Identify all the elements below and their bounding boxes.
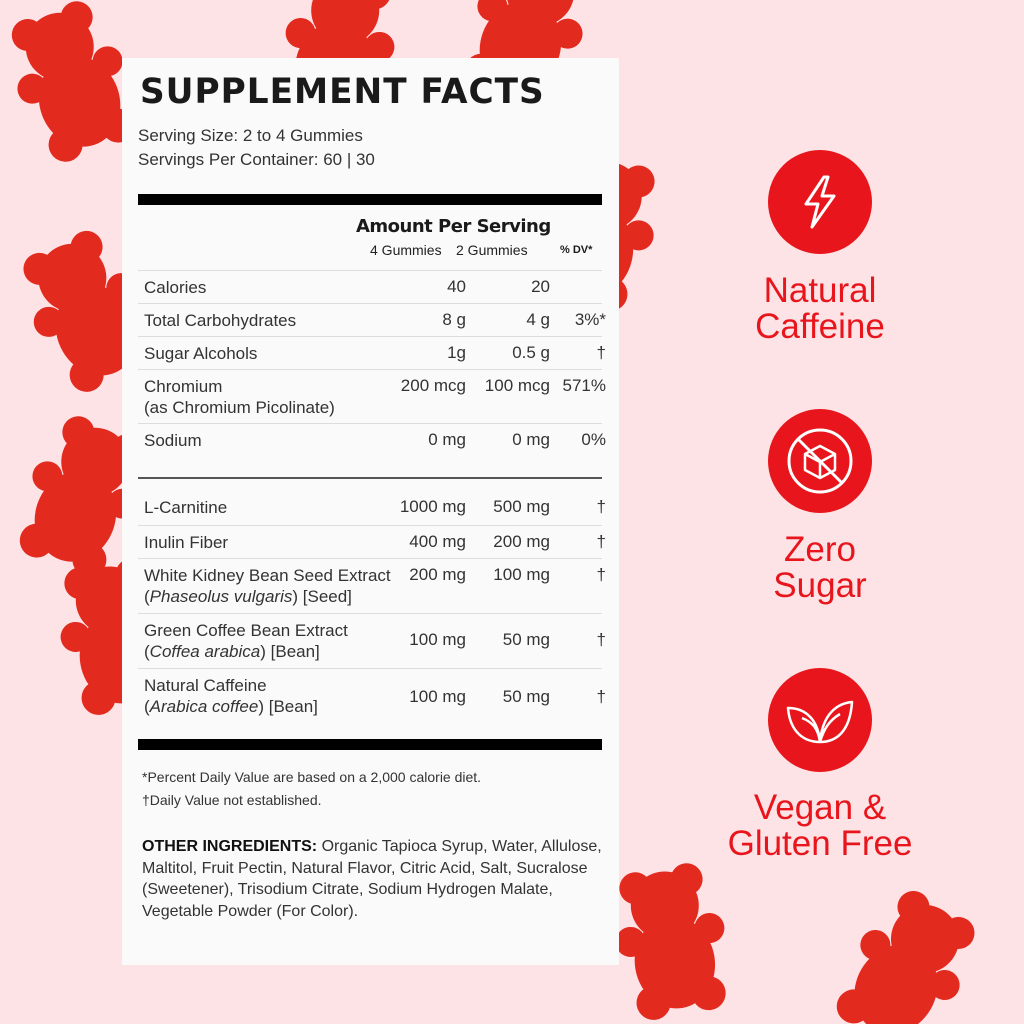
divider-thick <box>138 739 602 750</box>
amount-per-serving-heading: Amount Per Serving <box>356 216 551 237</box>
row-label: Calories <box>144 278 207 297</box>
row-label: Sodium <box>144 431 202 450</box>
col-4-gummies: 4 Gummies <box>370 242 442 258</box>
other-ingredients: OTHER INGREDIENTS: Organic Tapioca Syrup… <box>142 836 602 922</box>
row-name: White Kidney Bean Seed Extract <box>144 566 391 585</box>
row-4g: 8 g <box>442 310 466 329</box>
serving-size: Serving Size: 2 to 4 Gummies <box>138 126 363 145</box>
row-part: ) [Bean] <box>258 697 318 716</box>
no-sugar-cube-icon <box>787 428 853 494</box>
other-ingredients-text: Organic Tapioca Syrup, Water, Allulose, … <box>142 838 602 920</box>
table-row: Green Coffee Bean Extract (Coffea arabica… <box>138 613 606 668</box>
row-label: White Kidney Bean Seed Extract (Phaseolus… <box>144 566 391 606</box>
row-dv: † <box>596 687 606 706</box>
row-2g: 50 mg <box>502 630 550 649</box>
lightning-icon <box>804 175 836 229</box>
table-row: Sodium 0 mg 0 mg 0% <box>138 423 606 477</box>
badge-line: Gluten Free <box>727 824 913 863</box>
natural-caffeine-label: Natural Caffeine <box>700 273 940 345</box>
row-dv: † <box>596 497 606 516</box>
row-label: Natural Caffeine (Arabica coffee) [Bean] <box>144 676 318 716</box>
row-2g: 0.5 g <box>512 343 550 362</box>
footnote-dagger: †Daily Value not established. <box>142 792 322 808</box>
leaf-icon <box>786 700 854 744</box>
row-4g: 40 <box>447 277 466 296</box>
row-dv: 0% <box>581 430 606 449</box>
supplement-facts-panel: SUPPLEMENT FACTS Serving Size: 2 to 4 Gu… <box>122 58 619 965</box>
row-4g: 1g <box>447 343 466 362</box>
row-label: Total Carbohydrates <box>144 311 297 330</box>
row-4g: 200 mg <box>409 565 466 584</box>
row-2g: 50 mg <box>502 687 550 706</box>
table-row: L-Carnitine 1000 mg 500 mg † <box>138 491 606 525</box>
row-latin: Phaseolus vulgaris <box>149 587 293 606</box>
table-row: White Kidney Bean Seed Extract (Phaseolus… <box>138 558 606 613</box>
row-dv: † <box>596 343 606 362</box>
natural-caffeine-badge <box>768 150 872 254</box>
row-dv: 3%* <box>574 310 606 329</box>
row-4g: 100 mg <box>409 687 466 706</box>
table-row: Natural Caffeine (Arabica coffee) [Bean] 1… <box>138 668 606 723</box>
row-2g: 500 mg <box>493 497 550 516</box>
servings-per-container: Servings Per Container: 60 | 30 <box>138 150 375 169</box>
zero-sugar-badge <box>768 409 872 513</box>
row-2g: 20 <box>531 277 550 296</box>
row-dv: † <box>596 630 606 649</box>
row-2g: 0 mg <box>512 430 550 449</box>
table-row: Chromium (as Chromium Picolinate) 200 mcg 1… <box>138 369 606 423</box>
row-4g: 100 mg <box>409 630 466 649</box>
panel-title: SUPPLEMENT FACTS <box>140 72 545 112</box>
divider-thick <box>138 194 602 205</box>
divider <box>138 477 602 479</box>
vegan-gluten-free-label: Vegan & Gluten Free <box>700 790 940 862</box>
table-row: Inulin Fiber 400 mg 200 mg † <box>138 525 606 558</box>
row-latin: Arabica coffee <box>149 697 259 716</box>
vegan-badge <box>768 668 872 772</box>
row-label: Sugar Alcohols <box>144 344 258 363</box>
row-2g: 100 mcg <box>484 376 550 395</box>
table-row: Sugar Alcohols 1g 0.5 g † <box>138 336 606 369</box>
col-2-gummies: 2 Gummies <box>456 242 528 258</box>
row-name: Green Coffee Bean Extract <box>144 621 348 640</box>
row-dv: † <box>596 532 606 551</box>
zero-sugar-label: Zero Sugar <box>700 532 940 604</box>
badge-line: Caffeine <box>755 307 885 346</box>
row-label: Green Coffee Bean Extract (Coffea arabica… <box>144 621 348 661</box>
row-4g: 1000 mg <box>399 497 466 516</box>
badge-line: Zero <box>784 530 856 569</box>
row-name: Chromium <box>144 377 223 396</box>
table-row: Total Carbohydrates 8 g 4 g 3%* <box>138 303 606 336</box>
row-dv: † <box>596 565 606 584</box>
badge-line: Sugar <box>773 566 867 605</box>
footnote-dv: *Percent Daily Value are based on a 2,00… <box>142 769 482 785</box>
row-label: Inulin Fiber <box>144 533 229 552</box>
row-2g: 4 g <box>526 310 550 329</box>
badge-line: Natural <box>763 271 877 310</box>
row-2g: 100 mg <box>493 565 550 584</box>
row-2g: 200 mg <box>493 532 550 551</box>
row-part: ) [Seed] <box>292 587 352 606</box>
col-dv: % DV* <box>560 244 593 256</box>
badge-line: Vegan & <box>753 788 887 827</box>
row-4g: 0 mg <box>428 430 466 449</box>
row-dv: 571% <box>562 376 606 395</box>
row-4g: 200 mcg <box>400 376 466 395</box>
row-name: Natural Caffeine <box>144 676 267 695</box>
row-label: L-Carnitine <box>144 498 228 517</box>
other-ingredients-label: OTHER INGREDIENTS: <box>142 838 318 855</box>
table-row: Calories 40 20 <box>138 270 602 303</box>
row-latin: Coffea arabica <box>149 642 261 661</box>
row-label: Chromium (as Chromium Picolinate) <box>144 376 335 418</box>
row-sub: (as Chromium Picolinate) <box>144 398 335 417</box>
row-4g: 400 mg <box>409 532 466 551</box>
row-part: ) [Bean] <box>260 642 320 661</box>
